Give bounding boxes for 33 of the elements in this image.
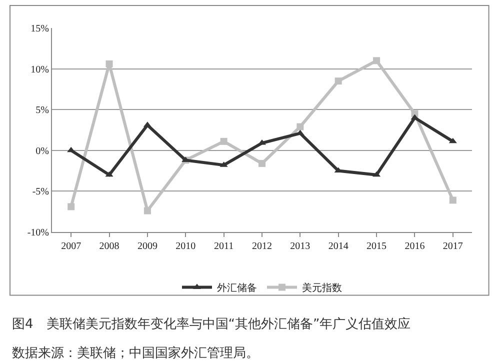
x-tick-label: 2011 <box>214 241 234 252</box>
x-tick-label: 2014 <box>328 241 348 252</box>
x-tick-label: 2010 <box>176 241 196 252</box>
point <box>220 138 228 145</box>
legend-label: 美元指数 <box>302 282 342 294</box>
point <box>258 160 266 167</box>
y-tick-label: 5% <box>36 105 49 116</box>
x-tick-label: 2007 <box>61 241 82 252</box>
x-tick-label: 2016 <box>404 241 425 252</box>
point <box>448 138 457 144</box>
x-tick-label: 2008 <box>99 241 120 252</box>
point <box>68 203 75 210</box>
x-tick-label: 2017 <box>442 241 463 252</box>
source-note: 数据来源：美联储；中国国家外汇管理局。 <box>12 345 259 361</box>
y-tick-label: 15% <box>30 24 49 34</box>
point <box>373 57 380 64</box>
point <box>296 123 304 130</box>
x-tick-label: 2012 <box>252 241 272 252</box>
point <box>144 207 151 214</box>
point <box>105 171 114 177</box>
point <box>449 196 456 204</box>
y-tick-label: 0% <box>36 146 49 157</box>
x-tick-label: 2013 <box>290 241 310 252</box>
point <box>106 60 113 68</box>
x-tick-label: 2009 <box>137 241 158 252</box>
legend-label: 外汇储备 <box>217 282 257 294</box>
point <box>372 171 381 177</box>
y-tick-label: 10% <box>30 64 49 76</box>
y-tick-label: -5% <box>32 186 49 198</box>
y-tick-label: -10% <box>27 228 49 238</box>
caption: 图4 美联储美元指数年变化率与中国“其他外汇储备”年广义估值效应 <box>12 316 411 332</box>
point <box>334 78 342 85</box>
x-tick-label: 2015 <box>366 241 387 252</box>
